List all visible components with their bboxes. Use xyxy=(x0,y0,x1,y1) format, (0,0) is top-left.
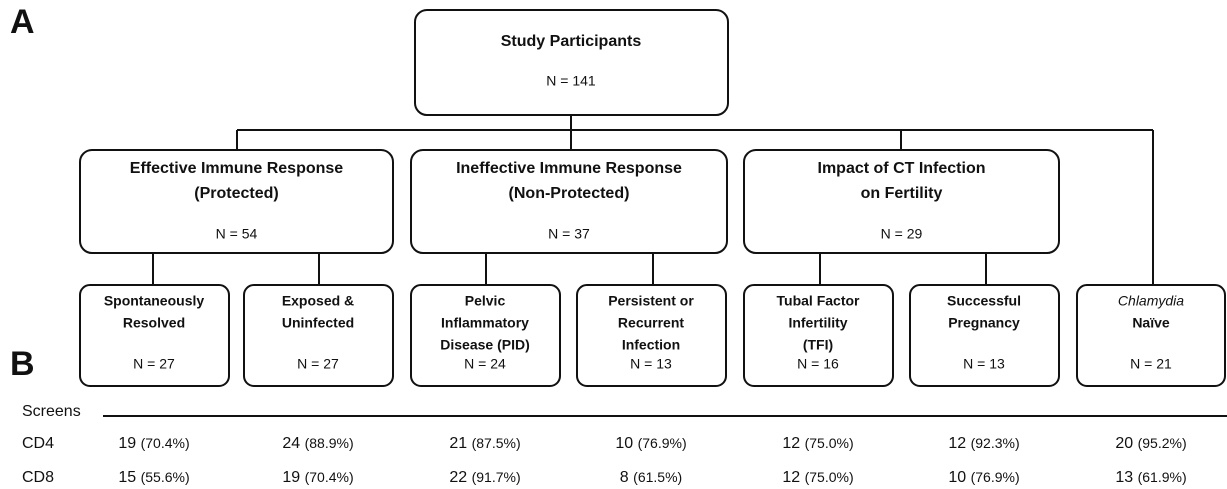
subgroup-title: Inflammatory xyxy=(441,315,529,331)
subgroup-title: Successful xyxy=(947,293,1021,309)
cell-percent: (95.2%) xyxy=(1138,435,1187,451)
cell-count: 20 xyxy=(1115,435,1133,452)
table-cell: 12 (75.0%) xyxy=(782,469,853,487)
subgroup-title: Uninfected xyxy=(282,315,354,331)
cell-percent: (88.9%) xyxy=(305,435,354,451)
subgroup-title: Tubal Factor xyxy=(777,293,861,309)
subgroup-box xyxy=(1076,284,1226,387)
subgroup-title: Recurrent xyxy=(618,315,684,331)
table-cell: 12 (92.3%) xyxy=(948,435,1019,453)
table-cell: 13 (61.9%) xyxy=(1115,469,1186,487)
connector xyxy=(236,115,1154,285)
cell-count: 15 xyxy=(118,469,136,486)
subgroup-count: N = 13 xyxy=(963,356,1005,372)
cell-count: 24 xyxy=(282,435,300,452)
panel-label: A xyxy=(10,3,35,41)
cell-percent: (76.9%) xyxy=(638,435,687,451)
group-count: N = 29 xyxy=(881,226,923,242)
subgroup-title: Pregnancy xyxy=(948,315,1020,331)
subgroup-box xyxy=(79,284,230,387)
cell-percent: (61.9%) xyxy=(1138,469,1187,485)
table-cell: 10 (76.9%) xyxy=(948,469,1019,487)
table-cell: 20 (95.2%) xyxy=(1115,435,1186,453)
cell-percent: (92.3%) xyxy=(971,435,1020,451)
table-cell: 21 (87.5%) xyxy=(449,435,520,453)
group-title: (Non-Protected) xyxy=(509,185,630,202)
row-label: CD8 xyxy=(22,469,54,486)
subgroup-box xyxy=(909,284,1060,387)
group-box xyxy=(79,149,394,254)
row-label: CD4 xyxy=(22,435,54,452)
table-cell: 8 (61.5%) xyxy=(620,469,682,487)
cell-percent: (70.4%) xyxy=(305,469,354,485)
cell-count: 10 xyxy=(948,469,966,486)
cell-percent: (55.6%) xyxy=(141,469,190,485)
panel-label: B xyxy=(10,345,35,383)
subgroup-count: N = 13 xyxy=(630,356,672,372)
cell-count: 12 xyxy=(782,469,800,486)
group-box xyxy=(410,149,728,254)
table-cell: 22 (91.7%) xyxy=(449,469,520,487)
subgroup-title: Spontaneously xyxy=(104,293,205,309)
cell-percent: (75.0%) xyxy=(805,435,854,451)
group-title: Impact of CT Infection xyxy=(818,160,986,177)
group-count: N = 54 xyxy=(216,226,258,242)
subgroup-box xyxy=(243,284,394,387)
subgroup-title: Infertility xyxy=(788,315,847,331)
subgroup-title: Disease (PID) xyxy=(440,337,529,353)
cell-percent: (70.4%) xyxy=(141,435,190,451)
root-count: N = 141 xyxy=(546,73,596,89)
group-box xyxy=(743,149,1060,254)
table-cell: 19 (70.4%) xyxy=(282,469,353,487)
subgroup-title: Naïve xyxy=(1132,315,1170,331)
root-box xyxy=(414,9,729,116)
cell-percent: (75.0%) xyxy=(805,469,854,485)
subgroup-title: Chlamydia xyxy=(1118,293,1184,309)
group-count: N = 37 xyxy=(548,226,590,242)
cell-count: 19 xyxy=(118,435,136,452)
subgroup-count: N = 21 xyxy=(1130,356,1172,372)
subgroup-title: Persistent or xyxy=(608,293,694,309)
table-cell: 15 (55.6%) xyxy=(118,469,189,487)
cell-percent: (91.7%) xyxy=(472,469,521,485)
group-title: Ineffective Immune Response xyxy=(456,160,682,177)
cell-count: 8 xyxy=(620,469,629,486)
cell-percent: (76.9%) xyxy=(971,469,1020,485)
subgroup-count: N = 16 xyxy=(797,356,839,372)
table-cell: 12 (75.0%) xyxy=(782,435,853,453)
subgroup-count: N = 27 xyxy=(297,356,339,372)
table-cell: 24 (88.9%) xyxy=(282,435,353,453)
subgroup-box xyxy=(743,284,894,387)
subgroup-title: Exposed & xyxy=(282,293,354,309)
table-cell: 19 (70.4%) xyxy=(118,435,189,453)
subgroup-count: N = 27 xyxy=(133,356,175,372)
subgroup-box xyxy=(576,284,727,387)
group-title: Effective Immune Response xyxy=(130,160,344,177)
cell-count: 22 xyxy=(449,469,467,486)
subgroup-count: N = 24 xyxy=(464,356,506,372)
group-title: (Protected) xyxy=(194,185,278,202)
cell-count: 12 xyxy=(948,435,966,452)
root-title: Study Participants xyxy=(501,33,642,50)
table-header: Screens xyxy=(22,403,81,420)
group-title: on Fertility xyxy=(861,185,943,202)
table-cell: 10 (76.9%) xyxy=(615,435,686,453)
cell-percent: (61.5%) xyxy=(633,469,682,485)
cell-count: 21 xyxy=(449,435,467,452)
subgroup-title: Resolved xyxy=(123,315,185,331)
cell-count: 12 xyxy=(782,435,800,452)
cell-percent: (87.5%) xyxy=(472,435,521,451)
cell-count: 10 xyxy=(615,435,633,452)
subgroup-title: (TFI) xyxy=(803,337,833,353)
cell-count: 13 xyxy=(1115,469,1133,486)
subgroup-title: Pelvic xyxy=(465,293,506,309)
subgroup-title: Infection xyxy=(622,337,680,353)
cell-count: 19 xyxy=(282,469,300,486)
subgroup-box xyxy=(410,284,561,387)
